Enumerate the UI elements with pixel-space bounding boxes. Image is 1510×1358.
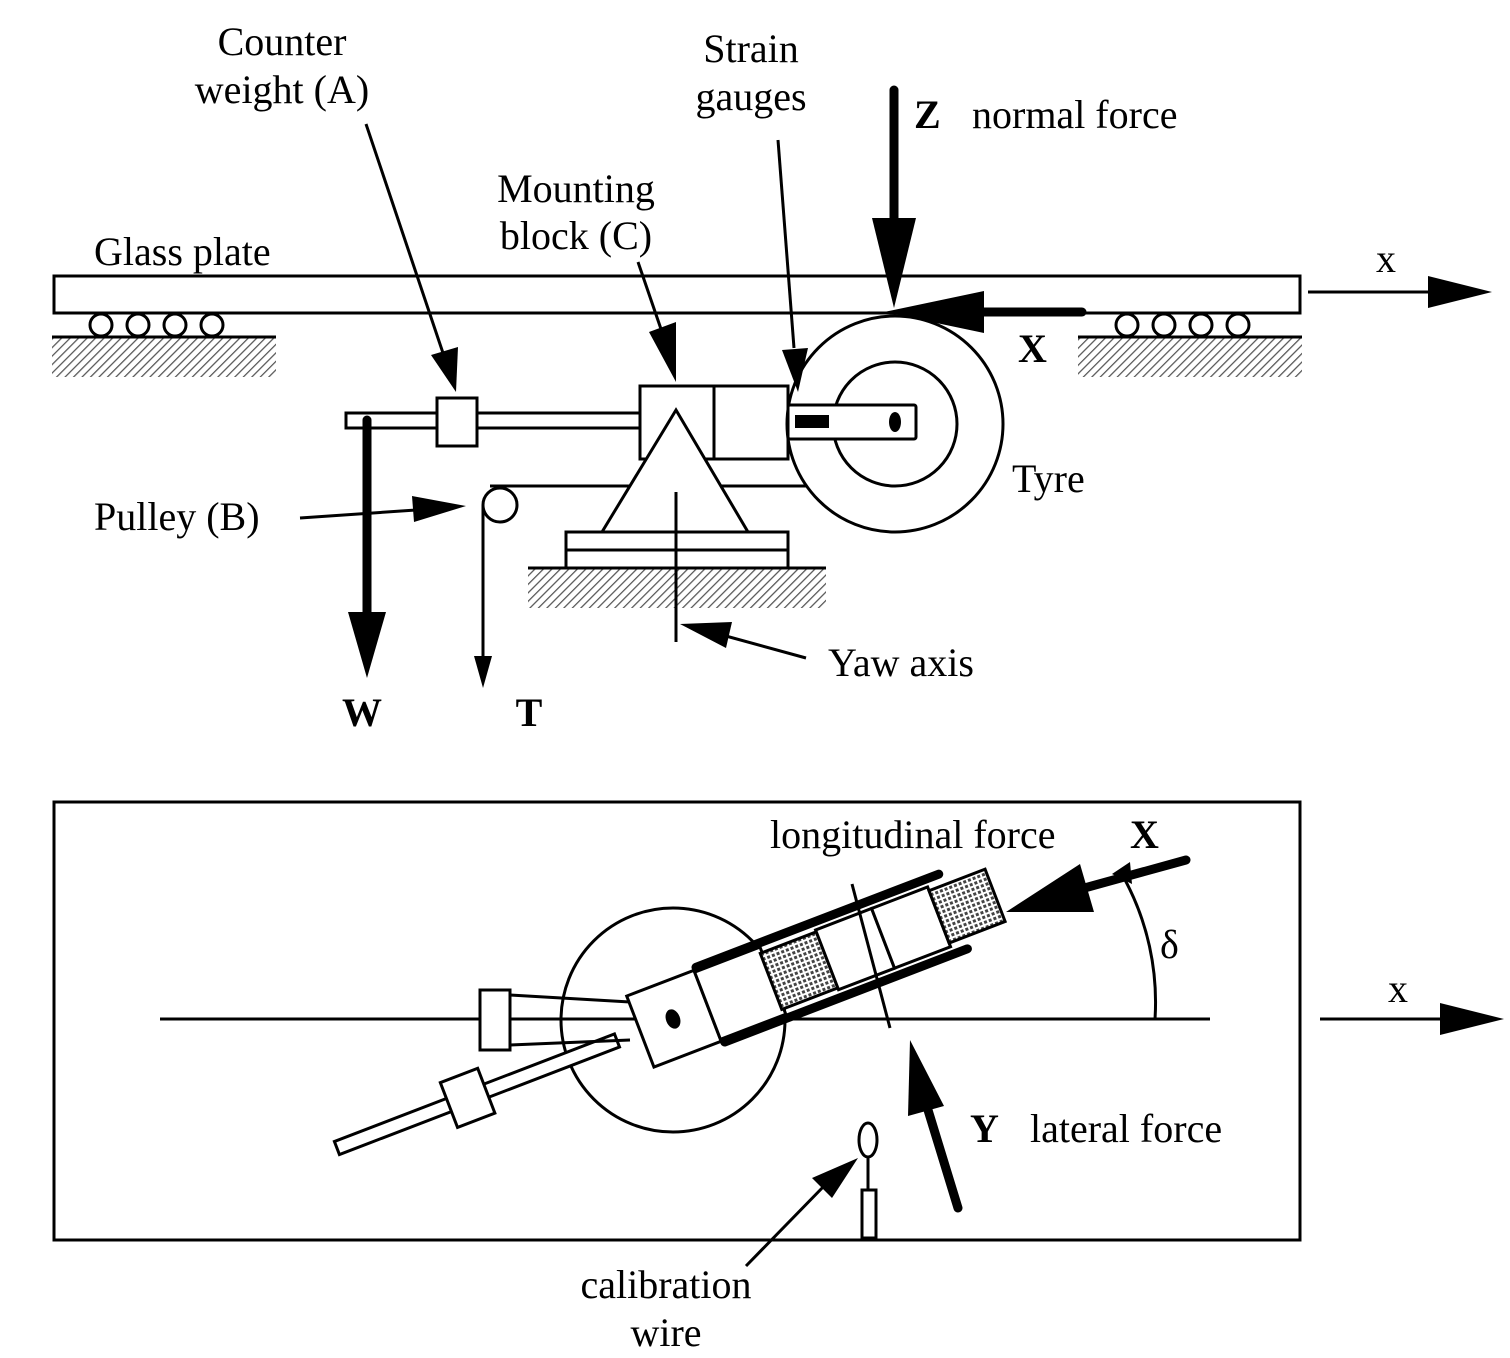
weight-symbol: W	[342, 690, 382, 735]
lateral-force-symbol: Y	[970, 1106, 999, 1151]
calibration-wire-label-1: calibration	[580, 1262, 751, 1307]
x-axis-arrow-side	[1308, 276, 1492, 308]
glass-plate-label: Glass plate	[94, 229, 271, 274]
wheel-arm	[786, 403, 918, 441]
normal-force-text: normal force	[972, 92, 1177, 137]
pulley-label: Pulley (B)	[94, 494, 260, 539]
longitudinal-force-symbol-side: X	[1018, 326, 1047, 371]
counterweight-a	[435, 396, 479, 448]
mounting-block-label-2: block (C)	[500, 213, 652, 258]
longitudinal-force-text: longitudinal force	[770, 812, 1055, 857]
arm-assembly	[332, 867, 1008, 1157]
strain-gauge	[795, 415, 829, 428]
glass-plate	[52, 274, 1302, 315]
angle-symbol: δ	[1160, 922, 1179, 967]
strain-gauges-label-2: gauges	[695, 74, 806, 119]
tension-symbol: T	[516, 690, 543, 735]
strain-gauges-label-1: Strain	[703, 26, 799, 71]
angle-arc	[1122, 877, 1158, 1020]
top-view-frame	[52, 800, 1302, 1242]
tyre-label: Tyre	[1012, 456, 1085, 501]
counterweight-arm	[344, 411, 642, 430]
lateral-force-text: lateral force	[1030, 1106, 1222, 1151]
normal-force-symbol: Z	[914, 92, 941, 137]
calibration-wire-label-2: wire	[630, 1310, 701, 1355]
leader-lines-side	[299, 123, 808, 660]
calibration-loop	[857, 1121, 879, 1159]
x-axis-arrow-top	[1320, 1003, 1504, 1035]
counter-weight-label-2: weight (A)	[195, 67, 369, 112]
side-view: Counter weight (A) Strain gauges Z norma…	[52, 19, 1492, 735]
ground-left	[52, 337, 276, 377]
counter-weight-label-1: Counter	[218, 19, 347, 64]
x-axis-label-top: x	[1388, 966, 1408, 1011]
axle	[889, 412, 901, 432]
block-second	[712, 384, 790, 461]
yaw-axis-label: Yaw axis	[828, 640, 974, 685]
pulley-b	[481, 486, 519, 524]
rollers-right	[1114, 312, 1251, 338]
calibration-post	[860, 1188, 878, 1240]
longitudinal-force-symbol-top: X	[1130, 812, 1159, 857]
counterweight-top	[478, 988, 512, 1052]
rollers-left	[88, 312, 225, 338]
mounting-block-label-1: Mounting	[497, 166, 655, 211]
x-axis-label-side: x	[1376, 236, 1396, 281]
top-view: longitudinal force X δ x Y lateral force…	[52, 800, 1504, 1355]
ground-right	[1078, 337, 1302, 377]
